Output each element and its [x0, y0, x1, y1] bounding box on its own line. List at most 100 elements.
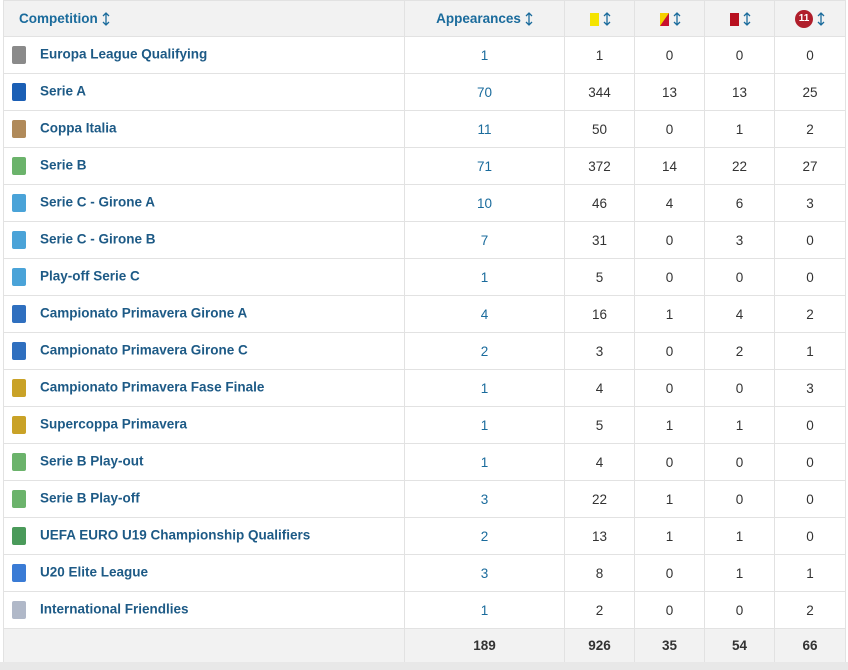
yellow-cell: 4: [564, 443, 635, 481]
competition-logo: [12, 416, 26, 434]
totals-blank: [3, 628, 405, 663]
sort-icon: [743, 12, 750, 27]
competition-name[interactable]: Serie B: [40, 157, 87, 173]
competition-name[interactable]: Serie B Play-off: [40, 490, 140, 506]
competition-name[interactable]: International Friendlies: [40, 601, 189, 617]
appearances-cell[interactable]: 10: [404, 184, 565, 222]
header-competition[interactable]: Competition: [3, 0, 405, 37]
penalty-cell: 2: [774, 110, 846, 148]
appearances-cell[interactable]: 1: [404, 406, 565, 444]
yellow-cell: 344: [564, 73, 635, 111]
competition-logo: [12, 564, 26, 582]
penalty-cell: 3: [774, 369, 846, 407]
yellow-red-cell: 0: [634, 36, 705, 74]
red-cell: 2: [704, 332, 775, 370]
yellow-cell: 16: [564, 295, 635, 333]
competition-cell: Coppa Italia: [3, 110, 405, 148]
appearances-cell[interactable]: 1: [404, 258, 565, 296]
competition-name[interactable]: Campionato Primavera Girone C: [40, 342, 248, 358]
penalty-cell: 1: [774, 332, 846, 370]
competition-cell: Campionato Primavera Girone C: [3, 332, 405, 370]
table-row: Coppa Italia 11 50 0 1 2: [3, 110, 846, 148]
red-cell: 0: [704, 591, 775, 629]
competition-name[interactable]: Serie C - Girone A: [40, 194, 156, 210]
competition-name[interactable]: Serie B Play-out: [40, 453, 144, 469]
yellow-cell: 46: [564, 184, 635, 222]
yellow-cell: 50: [564, 110, 635, 148]
red-cell: 4: [704, 295, 775, 333]
competition-name[interactable]: Europa League Qualifying: [40, 46, 208, 62]
appearances-cell[interactable]: 4: [404, 295, 565, 333]
appearances-cell[interactable]: 11: [404, 110, 565, 148]
competition-name[interactable]: Play-off Serie C: [40, 268, 140, 284]
yellow-cell: 4: [564, 369, 635, 407]
penalty-cell: 0: [774, 480, 846, 518]
appearances-cell[interactable]: 3: [404, 554, 565, 592]
competition-name[interactable]: U20 Elite League: [40, 564, 149, 580]
yellow-red-cell: 1: [634, 295, 705, 333]
competition-name[interactable]: Serie A: [40, 83, 87, 99]
table-body: Europa League Qualifying 1 1 0 0 0 Serie A 70 34…: [3, 36, 846, 629]
appearances-cell[interactable]: 70: [404, 73, 565, 111]
competition-logo: [12, 83, 26, 101]
table-row: Serie B Play-out 1 4 0 0 0: [3, 443, 846, 481]
competition-cell: Europa League Qualifying: [3, 36, 405, 74]
yellow-red-cell: 4: [634, 184, 705, 222]
red-cell: 0: [704, 258, 775, 296]
competition-name[interactable]: Supercoppa Primavera: [40, 416, 188, 432]
yellow-red-cell: 0: [634, 369, 705, 407]
appearances-cell[interactable]: 3: [404, 480, 565, 518]
header-penalty[interactable]: 11: [774, 0, 846, 37]
table-row: Europa League Qualifying 1 1 0 0 0: [3, 36, 846, 74]
competition-name[interactable]: UEFA EURO U19 Championship Qualifiers: [40, 527, 311, 543]
header-red[interactable]: [704, 0, 775, 37]
header-yellow-red[interactable]: [634, 0, 705, 37]
sort-icon: [817, 11, 825, 26]
yellow-card-icon: [589, 12, 599, 26]
competition-cell: Campionato Primavera Girone A: [3, 295, 405, 333]
red-cell: 3: [704, 221, 775, 259]
appearances-cell[interactable]: 1: [404, 591, 565, 629]
competition-logo: [12, 231, 26, 249]
appearances-cell[interactable]: 71: [404, 147, 565, 185]
competition-name[interactable]: Coppa Italia: [40, 120, 117, 136]
red-cell: 0: [704, 480, 775, 518]
competition-cell: Supercoppa Primavera: [3, 406, 405, 444]
total-yellow-red: 35: [634, 628, 705, 663]
yellow-red-cell: 0: [634, 332, 705, 370]
competition-logo: [12, 268, 26, 286]
yellow-cell: 8: [564, 554, 635, 592]
red-cell: 6: [704, 184, 775, 222]
penalty-cell: 27: [774, 147, 846, 185]
table-row: Serie B Play-off 3 22 1 0 0: [3, 480, 846, 518]
yellow-cell: 372: [564, 147, 635, 185]
yellow-cell: 5: [564, 406, 635, 444]
competition-name[interactable]: Campionato Primavera Girone A: [40, 305, 248, 321]
yellow-cell: 3: [564, 332, 635, 370]
competition-name[interactable]: Serie C - Girone B: [40, 231, 156, 247]
yellow-cell: 5: [564, 258, 635, 296]
appearances-cell[interactable]: 2: [404, 517, 565, 555]
table-row: International Friendlies 1 2 0 0 2: [3, 591, 846, 629]
appearances-cell[interactable]: 1: [404, 36, 565, 74]
competition-name[interactable]: Campionato Primavera Fase Finale: [40, 379, 265, 395]
sort-icon: [603, 12, 610, 27]
competition-cell: U20 Elite League: [3, 554, 405, 592]
penalty-cell: 0: [774, 406, 846, 444]
penalty-cell: 3: [774, 184, 846, 222]
competition-cell: International Friendlies: [3, 591, 405, 629]
appearances-cell[interactable]: 1: [404, 369, 565, 407]
yellow-red-cell: 0: [634, 221, 705, 259]
penalty-cell: 2: [774, 591, 846, 629]
appearances-cell[interactable]: 7: [404, 221, 565, 259]
sort-icon: [102, 12, 110, 27]
competition-logo: [12, 342, 26, 360]
totals-row: 189 926 35 54 66: [3, 628, 846, 663]
competition-logo: [12, 157, 26, 175]
penalty-cell: 0: [774, 258, 846, 296]
appearances-cell[interactable]: 1: [404, 443, 565, 481]
appearances-cell[interactable]: 2: [404, 332, 565, 370]
competition-logo: [12, 601, 26, 619]
header-yellow[interactable]: [564, 0, 635, 37]
header-appearances[interactable]: Appearances: [404, 0, 565, 37]
